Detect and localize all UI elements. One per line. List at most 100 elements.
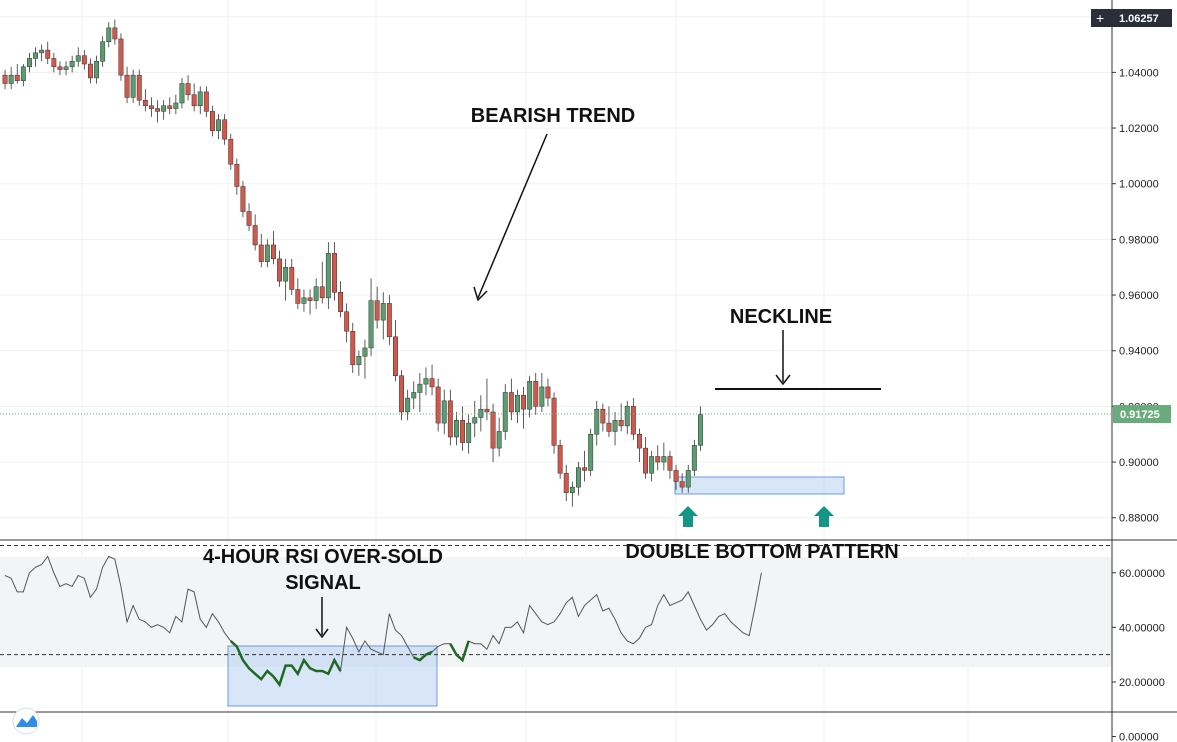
candle <box>405 389 411 421</box>
candle <box>563 464 569 502</box>
candle <box>69 55 75 73</box>
candle <box>338 281 344 318</box>
candle <box>20 64 26 87</box>
candle <box>124 66 130 103</box>
candle <box>417 372 423 412</box>
candle <box>313 278 319 309</box>
candle <box>655 445 661 471</box>
candle <box>167 97 173 115</box>
rsi-tick-label: 0.00000 <box>1119 732 1159 742</box>
price-tick-label: 1.02000 <box>1119 123 1159 135</box>
price-tick-label: 1.00000 <box>1119 179 1159 191</box>
rsi-oversold-highlight <box>229 640 470 688</box>
candle <box>582 450 587 482</box>
candle <box>81 50 87 70</box>
candle <box>39 44 45 62</box>
candle <box>142 89 148 112</box>
rsi-line <box>4 555 762 686</box>
candle <box>368 278 374 357</box>
candle <box>667 450 673 479</box>
candle <box>600 403 606 432</box>
candle <box>435 378 441 432</box>
candle <box>649 450 655 482</box>
candle <box>295 278 301 309</box>
rsi-tick-label: 60.00000 <box>1119 568 1165 580</box>
candle <box>624 400 630 435</box>
candle <box>478 395 484 432</box>
rsi-tick-label: 40.00000 <box>1119 622 1165 634</box>
crosshair-plus-icon: + <box>1096 10 1104 26</box>
candle <box>423 367 429 396</box>
rsi-band <box>0 557 1112 667</box>
neckline-arrowhead <box>775 374 791 386</box>
double-bottom-label: DOUBLE BOTTOM PATTERN <box>625 541 898 563</box>
rsi-axis[interactable]: 0.00000 20.00000 40.00000 60.00000 <box>1112 568 1165 742</box>
candle <box>258 233 264 268</box>
candle <box>606 406 612 438</box>
candle <box>228 133 234 170</box>
candle <box>197 86 203 115</box>
candle <box>612 411 618 446</box>
candle <box>350 322 356 373</box>
candle <box>576 462 581 496</box>
candle <box>301 289 307 312</box>
candle <box>179 77 185 109</box>
candle <box>637 428 642 463</box>
candle <box>502 384 508 440</box>
candle <box>240 180 246 218</box>
candle <box>551 392 557 454</box>
candle <box>588 428 594 476</box>
price-axis[interactable]: 0.880000.900000.920000.940000.960000.980… <box>1112 12 1159 525</box>
candle <box>332 242 337 301</box>
candle <box>673 464 679 490</box>
rsi-signal-label-line2: SIGNAL <box>285 572 361 594</box>
candle <box>277 250 283 287</box>
candle <box>661 442 667 471</box>
bearish-trend-label: BEARISH TREND <box>471 105 635 127</box>
candle <box>51 52 57 73</box>
candle <box>136 69 142 106</box>
candle <box>130 69 136 103</box>
candle <box>191 83 197 112</box>
candle <box>155 100 161 123</box>
candle <box>685 464 691 493</box>
candle <box>545 378 551 407</box>
candle <box>289 258 295 296</box>
double-bottom-arrow-left-icon <box>678 506 698 527</box>
price-tick-label: 0.94000 <box>1119 346 1159 358</box>
candle <box>100 36 106 67</box>
candle <box>399 370 405 421</box>
candle <box>57 61 63 76</box>
candle <box>2 69 8 90</box>
candle <box>679 473 685 493</box>
bearish-trend-arrowhead <box>473 286 488 302</box>
candle <box>88 58 93 84</box>
candle <box>643 437 648 479</box>
price-tick-label: 0.96000 <box>1119 290 1159 302</box>
candle <box>173 94 179 115</box>
candle <box>94 55 99 84</box>
double-bottom-arrow-right-icon <box>814 506 834 527</box>
candle <box>533 372 539 415</box>
candle <box>325 242 331 309</box>
bearish-trend-arrow <box>477 133 548 299</box>
candle <box>539 372 545 412</box>
candle <box>271 231 276 265</box>
candle <box>515 389 520 424</box>
candle <box>252 214 258 251</box>
crosshair-price-badge: + 1.06257 <box>1091 9 1172 27</box>
candlestick-series <box>2 19 703 507</box>
candle <box>508 378 514 421</box>
candle <box>691 439 697 476</box>
rsi-tick-label: 20.00000 <box>1119 677 1165 689</box>
candle <box>210 105 215 137</box>
tradingview-logo-icon[interactable] <box>12 707 40 735</box>
candle <box>441 389 447 435</box>
price-tick-label: 0.98000 <box>1119 234 1159 246</box>
rsi-oversold-segment <box>229 640 342 688</box>
candle <box>185 75 191 101</box>
candle <box>216 114 222 140</box>
candle <box>75 47 81 67</box>
candle <box>569 481 575 507</box>
